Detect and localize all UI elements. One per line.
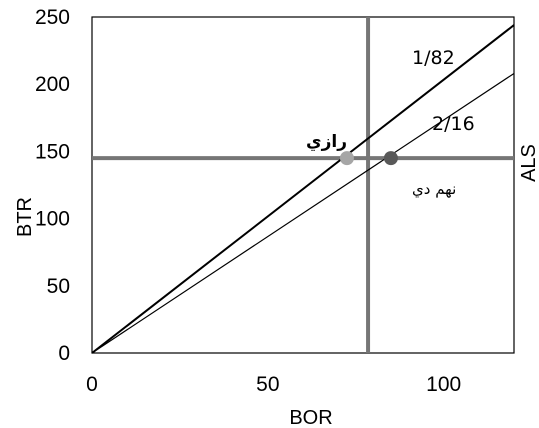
- y-tick-labels: 0 50 100 150 200 250: [35, 6, 70, 365]
- series-label-2-16: 2/16: [432, 113, 475, 135]
- plot-area: [91, 16, 515, 354]
- y-tick-label: 50: [47, 275, 70, 298]
- x-tick-label: 0: [86, 373, 98, 396]
- data-point-razi: [339, 151, 354, 166]
- right-axis-title: ALS: [518, 144, 539, 182]
- x-tick-labels: 0 50 100: [86, 373, 461, 396]
- x-tick-label: 50: [256, 373, 279, 396]
- y-tick-label: 250: [35, 6, 70, 29]
- y-tick-label: 0: [58, 342, 70, 365]
- point-label-nahm-dey: نهم دي: [412, 180, 456, 199]
- series-label-1-82: 1/82: [412, 47, 455, 69]
- y-tick-label: 150: [35, 140, 70, 163]
- x-tick-label: 100: [426, 373, 461, 396]
- x-axis-title: BOR: [289, 407, 332, 428]
- data-point-nahm-dey: [383, 151, 398, 166]
- y-tick-label: 100: [35, 208, 70, 231]
- series-line-1-82: [91, 24, 515, 354]
- y-axis-title: BTR: [14, 197, 36, 237]
- point-label-razi: رازي: [306, 132, 347, 152]
- y-tick-label: 200: [35, 73, 70, 96]
- series-line-2-16: [91, 72, 515, 354]
